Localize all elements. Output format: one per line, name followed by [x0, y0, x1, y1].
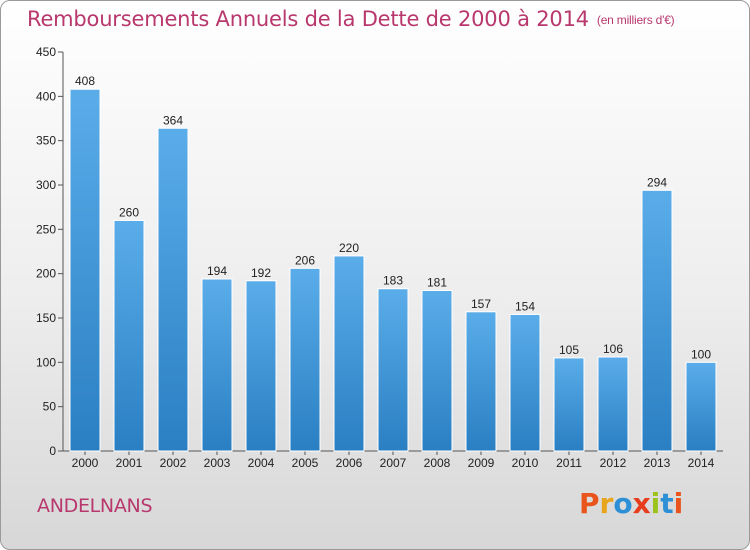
- bar-value-label: 105: [559, 343, 579, 357]
- bar: [377, 288, 409, 452]
- bar: [597, 356, 629, 452]
- x-tick-label: 2010: [512, 456, 539, 470]
- x-tick-label: 2008: [424, 456, 451, 470]
- bar-value-label: 100: [691, 347, 711, 361]
- y-tick-label: 450: [36, 45, 56, 59]
- bar-value-label: 192: [251, 266, 271, 280]
- x-tick-label: 2009: [468, 456, 495, 470]
- bar: [289, 267, 321, 452]
- bar: [157, 127, 189, 452]
- bar: [509, 313, 541, 452]
- chart-title: Remboursements Annuels de la Dette de 20…: [27, 7, 675, 32]
- y-tick-label: 50: [43, 400, 57, 414]
- x-tick-label: 2002: [160, 456, 187, 470]
- bar-value-label: 106: [603, 342, 623, 356]
- bar: [333, 255, 365, 452]
- chart-unit-note: (en milliers d'€): [596, 13, 675, 27]
- chart-axes: 0 50 100 150 200 250 300 350 400 450 2000 2001 2002 2…: [36, 45, 723, 470]
- x-tick-label: 2011: [556, 456, 582, 470]
- brand-letter: i: [673, 487, 684, 520]
- y-tick-label: 100: [36, 355, 56, 369]
- x-tick-label: 2004: [248, 456, 275, 470]
- y-tick-label: 300: [36, 178, 56, 192]
- y-tick-label: 250: [36, 222, 56, 236]
- y-tick-label: 150: [36, 311, 56, 325]
- bar-value-label: 294: [647, 175, 667, 189]
- y-tick-label: 350: [36, 134, 56, 148]
- brand-letter: o: [613, 487, 633, 520]
- brand-letter: t: [660, 487, 674, 520]
- brand-letter: r: [599, 487, 614, 520]
- bar: [685, 361, 717, 452]
- bar-value-label: 364: [163, 113, 183, 127]
- brand-letter: P: [579, 487, 600, 520]
- bar: [201, 278, 233, 452]
- x-tick-label: 2012: [600, 456, 627, 470]
- x-tick-label: 2005: [292, 456, 319, 470]
- bar-value-label: 181: [427, 276, 447, 290]
- y-tick-label: 200: [36, 267, 56, 281]
- x-tick-label: 2014: [688, 456, 715, 470]
- bar: [113, 219, 145, 452]
- bar-value-label: 154: [515, 299, 535, 313]
- x-tick-label: 2007: [380, 456, 407, 470]
- bar: [465, 311, 497, 452]
- bar-value-label: 183: [383, 274, 403, 288]
- chart-bars: [69, 88, 717, 452]
- x-tick-label: 2003: [204, 456, 231, 470]
- brand-letter: i: [650, 487, 661, 520]
- x-tick-label: 2013: [644, 456, 671, 470]
- brand-letter: x: [632, 487, 651, 520]
- x-tick-label: 2006: [336, 456, 363, 470]
- bar-value-label: 260: [119, 205, 139, 219]
- y-tick-label: 0: [49, 444, 56, 458]
- brand-logo: Proxiti: [579, 487, 683, 520]
- bar-value-label: 220: [339, 241, 359, 255]
- bar-value-label: 206: [295, 253, 315, 267]
- bar: [245, 280, 277, 452]
- bar-value-label: 157: [471, 297, 491, 311]
- location-label: ANDELNANS: [37, 495, 153, 517]
- bar: [69, 88, 101, 452]
- y-tick-label: 400: [36, 89, 56, 103]
- bar-value-label: 408: [75, 74, 95, 88]
- bar: [553, 357, 585, 452]
- x-tick-label: 2000: [72, 456, 99, 470]
- bar: [641, 189, 673, 452]
- x-tick-label: 2001: [116, 456, 143, 470]
- bar-value-label: 194: [207, 264, 227, 278]
- bar: [421, 290, 453, 452]
- chart-title-text: Remboursements Annuels de la Dette de 20…: [27, 7, 589, 31]
- chart-bar-labels: 408 260 364 194 192 206 220 183 181 157 154 105 106 2…: [75, 74, 711, 361]
